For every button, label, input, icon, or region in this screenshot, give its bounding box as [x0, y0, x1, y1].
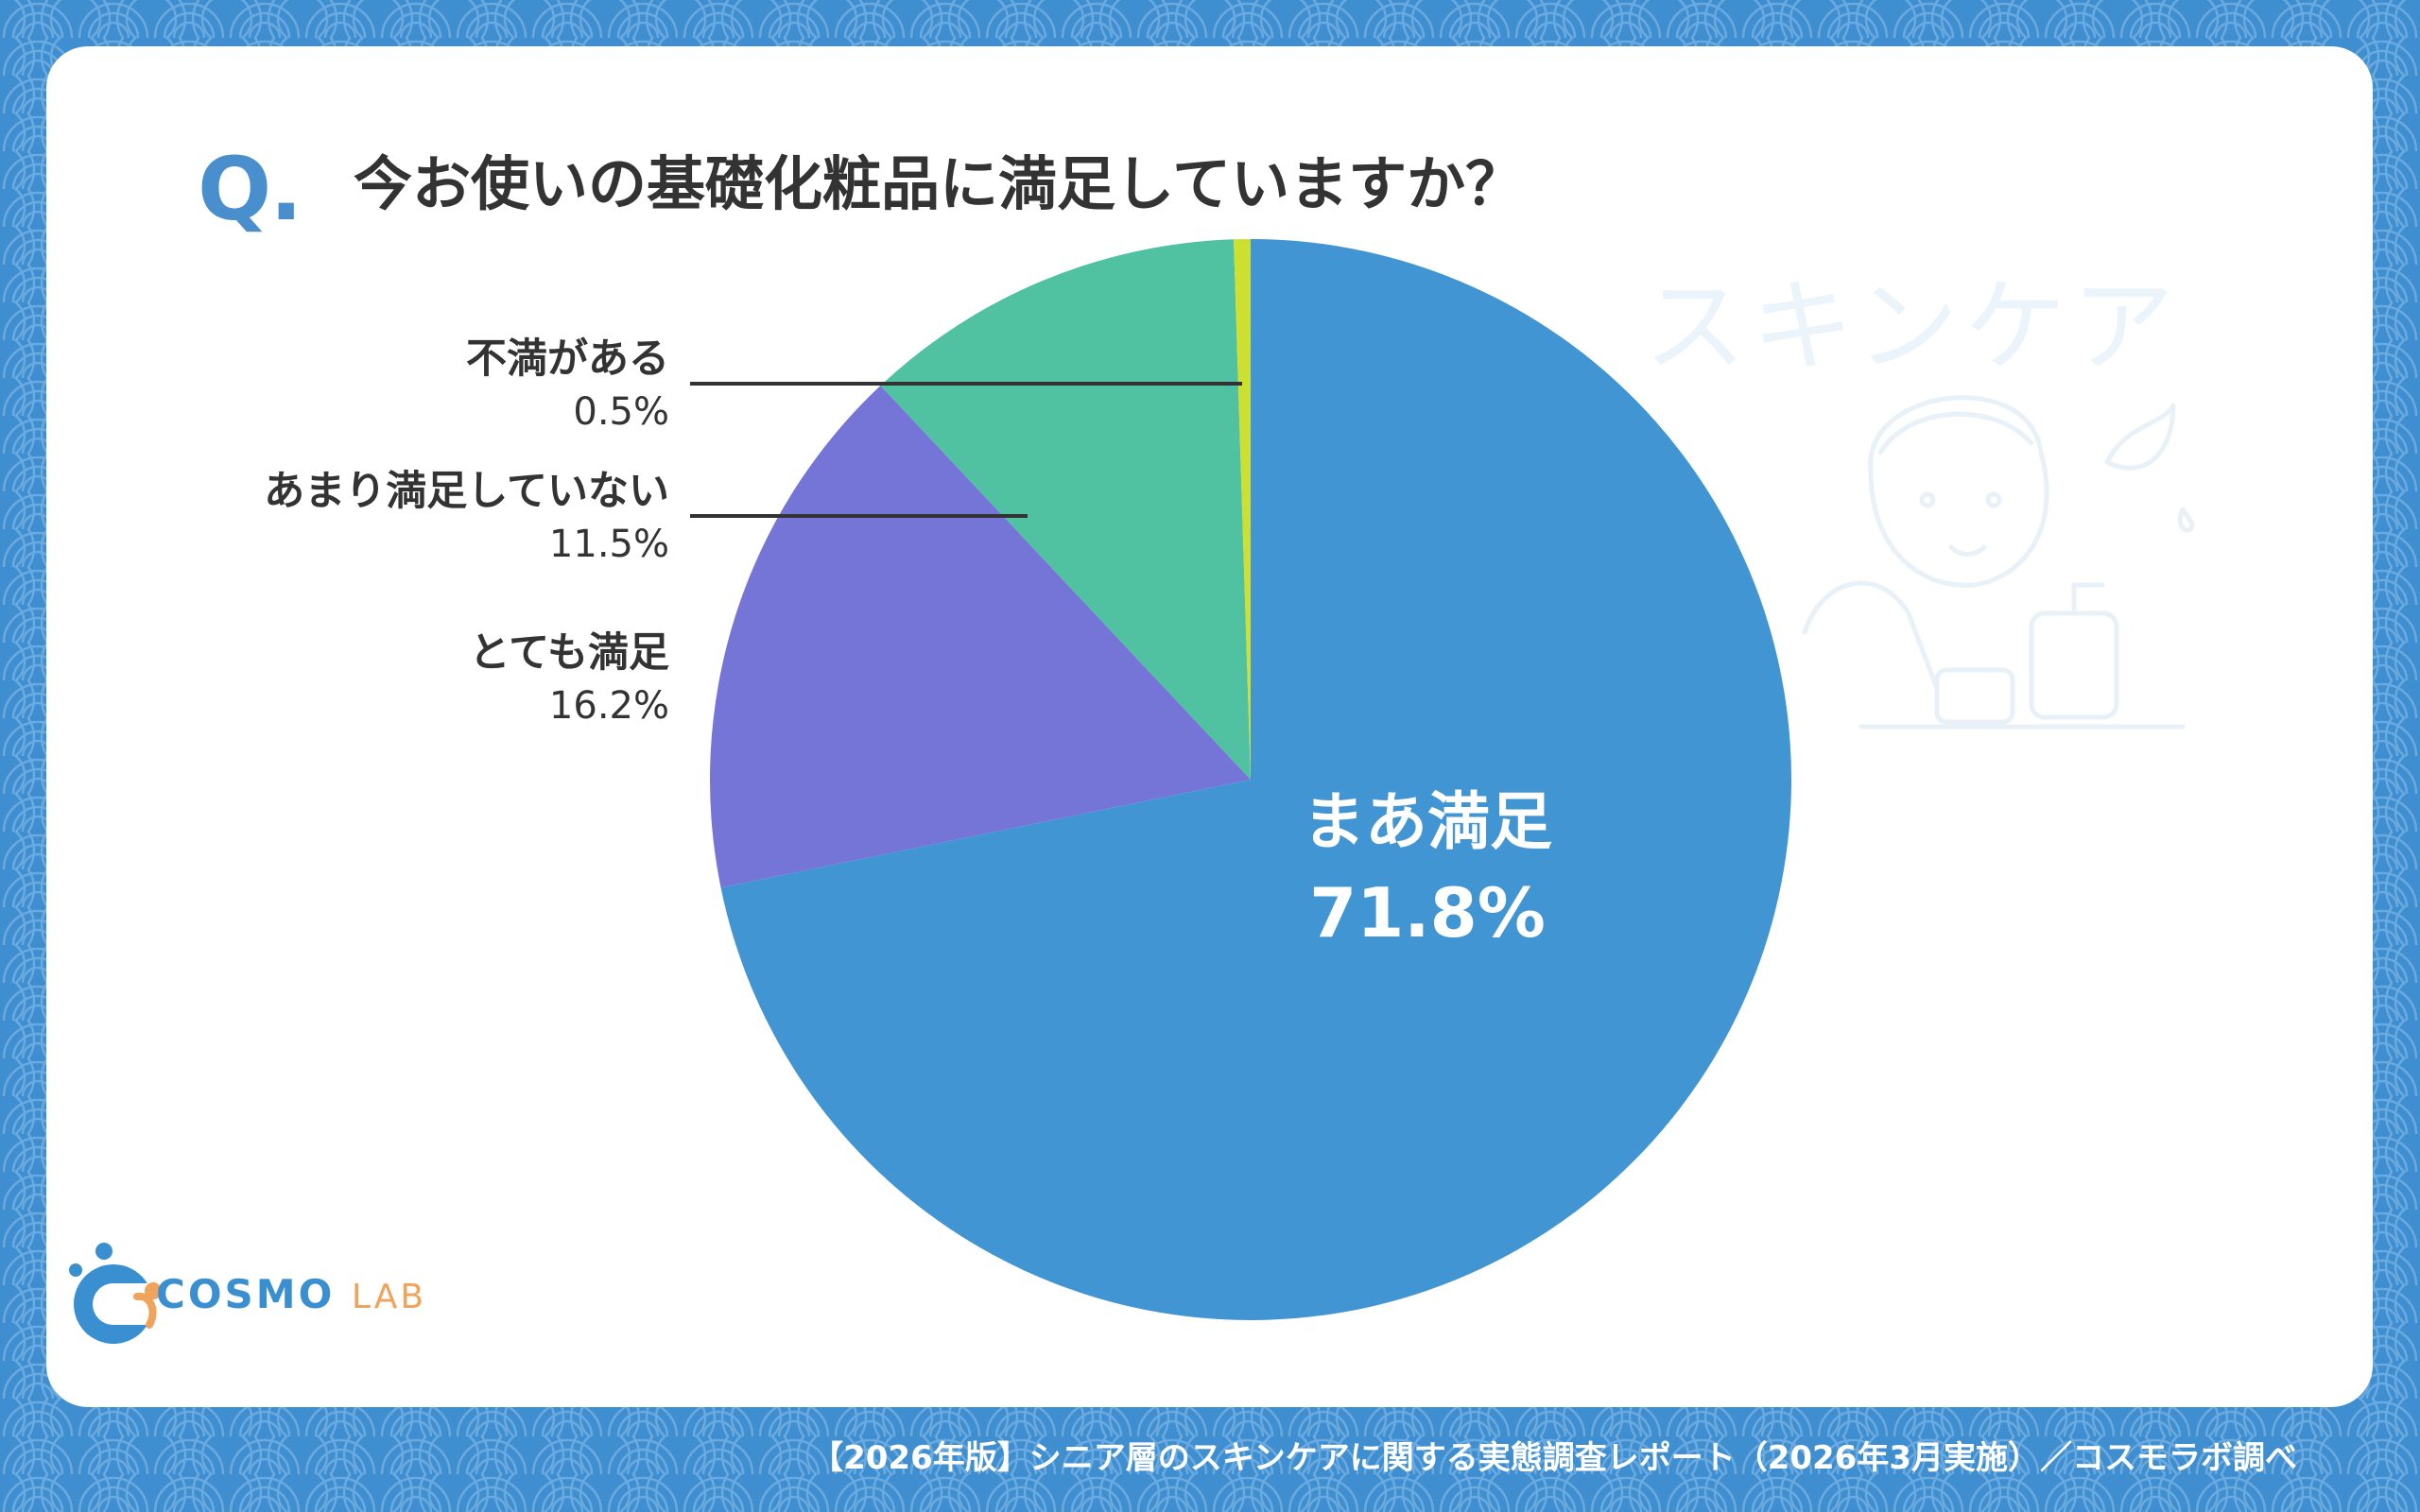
- label-maa: まあ満足 71.8%: [1201, 777, 1654, 958]
- chart-title: 今お使いの基礎化粧品に満足していますか？: [354, 149, 1525, 218]
- slice-label-amari: あまり満足していない: [264, 468, 669, 515]
- slice-value-amari: 11.5%: [548, 523, 669, 566]
- pie-slice-fuman: [1234, 239, 1251, 780]
- pie-slice-amari: [880, 239, 1251, 781]
- slice-value-fuman: 0.5%: [573, 390, 669, 434]
- cosmo-lab-logo-icon: [69, 1243, 162, 1344]
- slice-label-totemo: とても満足: [469, 629, 669, 677]
- logo-suffix: LAB: [351, 1278, 427, 1316]
- label-fuman: 不満がある 0.5%: [466, 333, 669, 438]
- pie-slice-totemo: [709, 386, 1251, 888]
- watermark-text: スキンケア: [1644, 268, 2180, 387]
- slice-label-maa: まあ満足: [1303, 785, 1552, 858]
- slice-value-maa: 71.8%: [1309, 873, 1546, 953]
- logo-name: COSMO: [156, 1271, 336, 1317]
- slice-value-totemo: 16.2%: [548, 684, 669, 728]
- senior-woman-skincare-illustration: [1802, 395, 2195, 730]
- source-footer: 【2026年版】シニア層のスキンケアに関する実態調査レポート（2026年3月実施…: [811, 1439, 2297, 1477]
- label-amari: あまり満足していない 11.5%: [264, 465, 669, 571]
- slice-label-fuman: 不満がある: [466, 335, 669, 383]
- label-totemo: とても満足 16.2%: [469, 627, 669, 732]
- pie-slice-maa: [720, 239, 1791, 1320]
- logo-wordmark: COSMO LAB: [156, 1271, 426, 1317]
- question-mark-label: Q.: [198, 139, 302, 240]
